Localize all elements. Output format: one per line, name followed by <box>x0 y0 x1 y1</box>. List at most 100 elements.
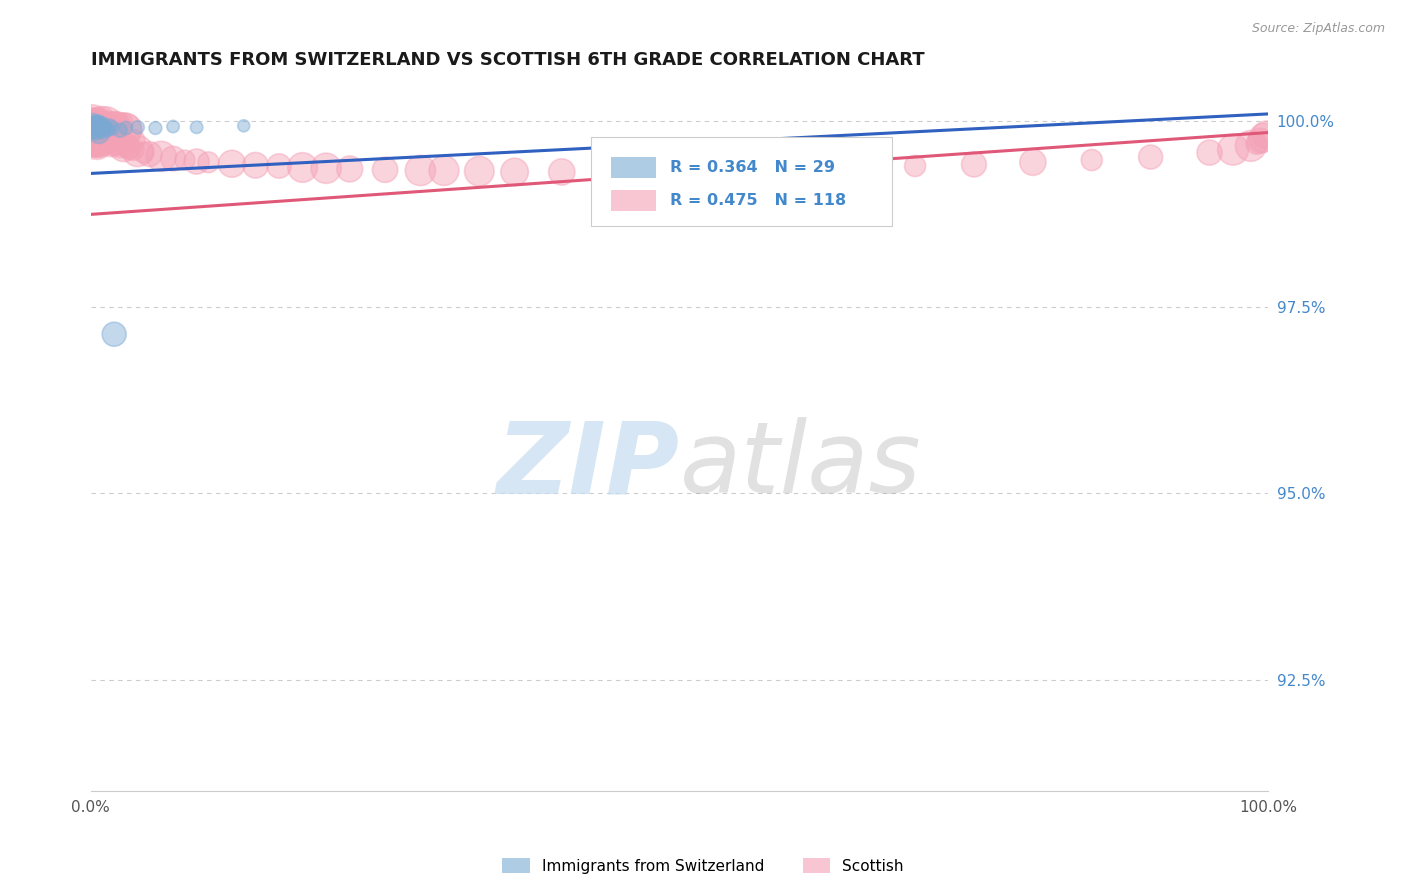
Point <box>145 121 167 136</box>
Point <box>89 126 111 140</box>
Point <box>112 116 135 130</box>
Point <box>87 126 110 140</box>
Point <box>186 120 208 135</box>
Point <box>339 161 361 176</box>
Point <box>103 327 125 342</box>
Point <box>468 164 491 178</box>
Point <box>124 133 146 147</box>
Point <box>94 130 117 145</box>
Text: IMMIGRANTS FROM SWITZERLAND VS SCOTTISH 6TH GRADE CORRELATION CHART: IMMIGRANTS FROM SWITZERLAND VS SCOTTISH … <box>90 51 924 69</box>
Point <box>101 135 124 149</box>
Point <box>82 114 104 128</box>
Point <box>83 121 105 136</box>
Point <box>87 120 110 135</box>
Point <box>80 128 103 143</box>
Point <box>162 120 184 134</box>
Point <box>963 157 986 171</box>
Point <box>1246 136 1268 151</box>
Point <box>96 129 118 144</box>
Point <box>87 120 110 134</box>
Point <box>315 161 337 176</box>
Point <box>80 118 103 132</box>
Point <box>84 120 107 134</box>
Point <box>96 126 118 140</box>
Point <box>82 122 104 136</box>
Point <box>1249 134 1271 148</box>
Point <box>98 120 121 134</box>
Point <box>82 120 104 135</box>
Point <box>86 118 108 132</box>
Point <box>105 119 128 133</box>
Point <box>87 117 110 131</box>
Point <box>89 123 111 137</box>
Point <box>86 128 108 143</box>
Point <box>1198 145 1220 160</box>
Point <box>90 114 112 128</box>
Point <box>132 145 155 160</box>
Point <box>162 152 184 166</box>
Legend: Immigrants from Switzerland, Scottish: Immigrants from Switzerland, Scottish <box>496 852 910 880</box>
Point <box>503 165 526 179</box>
Point <box>97 120 120 134</box>
Point <box>108 138 131 153</box>
Point <box>1240 139 1263 153</box>
Point <box>114 122 136 136</box>
Point <box>103 119 125 133</box>
Point <box>127 144 149 158</box>
Point <box>80 127 103 141</box>
Point <box>291 161 314 175</box>
Point <box>668 163 690 178</box>
Point <box>80 119 103 133</box>
FancyBboxPatch shape <box>612 190 657 211</box>
Point <box>80 121 103 136</box>
Point <box>83 129 105 144</box>
Point <box>84 120 107 134</box>
Point <box>232 119 254 133</box>
Point <box>115 140 138 154</box>
Point <box>80 115 103 129</box>
Point <box>86 129 108 144</box>
Point <box>80 130 103 145</box>
Point <box>90 119 112 133</box>
Point <box>86 117 108 131</box>
Point <box>82 121 104 136</box>
Point <box>267 159 290 173</box>
Point <box>86 117 108 131</box>
Point <box>89 135 111 149</box>
Point <box>93 120 115 135</box>
Point <box>89 124 111 138</box>
Point <box>96 122 118 136</box>
Point <box>87 128 110 143</box>
Point <box>186 154 208 169</box>
Point <box>86 121 108 136</box>
Point <box>89 121 111 136</box>
Point <box>83 118 105 132</box>
Point <box>115 121 138 136</box>
Point <box>94 121 117 136</box>
Point <box>89 135 111 149</box>
Point <box>82 116 104 130</box>
Text: R = 0.475   N = 118: R = 0.475 N = 118 <box>671 194 846 209</box>
Text: atlas: atlas <box>679 417 921 515</box>
Point <box>1253 130 1275 145</box>
Point <box>91 123 114 137</box>
Point <box>84 123 107 137</box>
Point <box>82 125 104 139</box>
Point <box>173 153 195 167</box>
FancyBboxPatch shape <box>612 157 657 178</box>
Text: ZIP: ZIP <box>496 417 679 515</box>
Text: R = 0.364   N = 29: R = 0.364 N = 29 <box>671 160 835 175</box>
Point <box>97 124 120 138</box>
Point <box>84 121 107 136</box>
Point <box>551 165 574 179</box>
Point <box>82 125 104 139</box>
Point <box>93 124 115 138</box>
Point <box>84 120 107 134</box>
Point <box>83 118 105 132</box>
Point <box>80 128 103 142</box>
Point <box>91 131 114 145</box>
Point <box>91 120 114 135</box>
Point <box>84 120 107 135</box>
Point <box>374 162 396 177</box>
Point <box>83 132 105 146</box>
